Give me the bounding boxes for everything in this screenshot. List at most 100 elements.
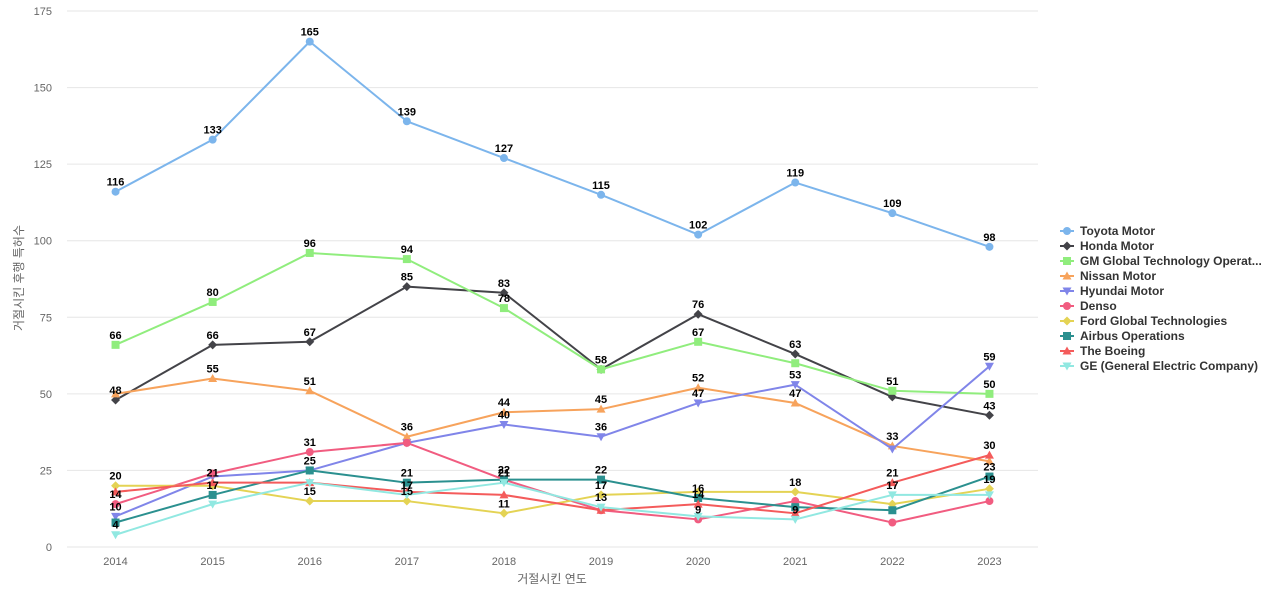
series-2 xyxy=(111,248,994,398)
legend-item[interactable]: Airbus Operations xyxy=(1060,329,1185,343)
y-tick-label: 25 xyxy=(40,465,52,477)
legend-item[interactable]: Honda Motor xyxy=(1060,239,1154,253)
legend-label: Airbus Operations xyxy=(1080,329,1185,343)
data-point xyxy=(499,508,509,518)
series-9 xyxy=(111,479,994,540)
series-line xyxy=(115,40,990,248)
data-point xyxy=(791,359,800,368)
legend-label: Nissan Motor xyxy=(1080,269,1156,283)
data-point xyxy=(791,178,800,187)
data-label: 52 xyxy=(692,373,704,385)
data-point xyxy=(597,475,606,484)
legend-item[interactable]: Nissan Motor xyxy=(1060,269,1156,283)
data-label: 116 xyxy=(107,177,125,189)
data-point xyxy=(887,445,897,454)
data-label: 66 xyxy=(207,330,219,342)
legend-item[interactable]: Denso xyxy=(1060,299,1117,313)
data-point xyxy=(305,386,315,395)
data-point xyxy=(693,512,703,521)
series-line xyxy=(115,251,990,395)
data-label: 20 xyxy=(109,471,121,483)
legend-label: Denso xyxy=(1080,299,1117,313)
data-point xyxy=(402,255,411,264)
data-label: 44 xyxy=(498,397,511,409)
legend-label: The Boeing xyxy=(1080,344,1145,358)
y-tick-label: 150 xyxy=(34,83,52,95)
legend-item[interactable]: GE (General Electric Company) xyxy=(1060,359,1258,373)
data-point xyxy=(888,518,897,527)
data-label: 127 xyxy=(495,143,513,155)
data-label: 17 xyxy=(401,480,413,492)
data-label: 59 xyxy=(983,351,995,363)
legend-label: GE (General Electric Company) xyxy=(1080,359,1258,373)
legend-marker xyxy=(1062,362,1072,371)
data-label: 48 xyxy=(109,385,121,397)
data-label: 67 xyxy=(304,327,316,339)
legend-item[interactable]: Ford Global Technologies xyxy=(1060,314,1227,328)
legend-label: GM Global Technology Operat... xyxy=(1080,254,1262,268)
data-point xyxy=(984,450,994,459)
legend-marker xyxy=(1063,227,1071,235)
data-point xyxy=(790,487,800,497)
data-point xyxy=(305,248,314,257)
data-label: 36 xyxy=(595,422,607,434)
data-label: 102 xyxy=(689,220,707,232)
data-point xyxy=(111,518,120,527)
data-point xyxy=(791,503,800,512)
data-point xyxy=(111,487,121,496)
data-label: 67 xyxy=(692,327,704,339)
legend-marker xyxy=(1062,346,1072,355)
x-tick-label: 2018 xyxy=(492,556,516,568)
data-point xyxy=(597,365,606,374)
data-point xyxy=(208,500,218,509)
data-label: 47 xyxy=(692,388,704,400)
y-tick-label: 75 xyxy=(40,312,52,324)
legend-item[interactable]: Hyundai Motor xyxy=(1060,284,1164,298)
data-label: 15 xyxy=(304,486,316,498)
data-point xyxy=(208,135,217,144)
data-label: 21 xyxy=(498,468,510,480)
data-label: 96 xyxy=(304,238,316,250)
data-point xyxy=(985,472,994,481)
legend-label: Toyota Motor xyxy=(1080,224,1155,238)
data-label: 18 xyxy=(789,477,801,489)
legend-item[interactable]: The Boeing xyxy=(1060,344,1145,358)
legend-label: Ford Global Technologies xyxy=(1080,314,1227,328)
data-label: 9 xyxy=(695,504,701,516)
data-label: 36 xyxy=(401,422,413,434)
data-label: 109 xyxy=(883,198,901,210)
data-point xyxy=(208,374,218,383)
legend-marker xyxy=(1062,316,1072,326)
data-point xyxy=(887,478,897,487)
data-label: 78 xyxy=(498,293,510,305)
legend-marker xyxy=(1063,332,1071,340)
data-point xyxy=(596,404,606,413)
x-axis-title: 거절시킨 연도 xyxy=(517,572,587,586)
data-label: 165 xyxy=(301,27,319,39)
data-point xyxy=(693,499,703,508)
data-label: 21 xyxy=(207,468,219,480)
data-point xyxy=(111,187,120,196)
data-point xyxy=(693,399,703,408)
x-tick-label: 2022 xyxy=(880,556,904,568)
series-3 xyxy=(111,374,994,465)
data-point xyxy=(111,395,121,405)
series-line xyxy=(115,481,990,536)
y-axis-ticks: 0 25 50 75 100 125 150 175 xyxy=(34,6,52,554)
data-point xyxy=(208,478,218,487)
data-point xyxy=(985,389,994,398)
data-point xyxy=(596,490,606,500)
grid-lines xyxy=(67,10,1038,548)
data-point xyxy=(597,190,606,199)
data-point xyxy=(402,438,411,447)
legend-item[interactable]: GM Global Technology Operat... xyxy=(1060,254,1262,268)
data-label: 15 xyxy=(401,486,413,498)
data-point xyxy=(888,506,897,515)
data-point xyxy=(111,512,121,521)
legend-item[interactable]: Toyota Motor xyxy=(1060,224,1155,238)
data-label: 51 xyxy=(886,376,898,388)
data-point xyxy=(111,500,120,509)
legend-label: Honda Motor xyxy=(1080,239,1154,253)
data-point xyxy=(790,515,800,524)
